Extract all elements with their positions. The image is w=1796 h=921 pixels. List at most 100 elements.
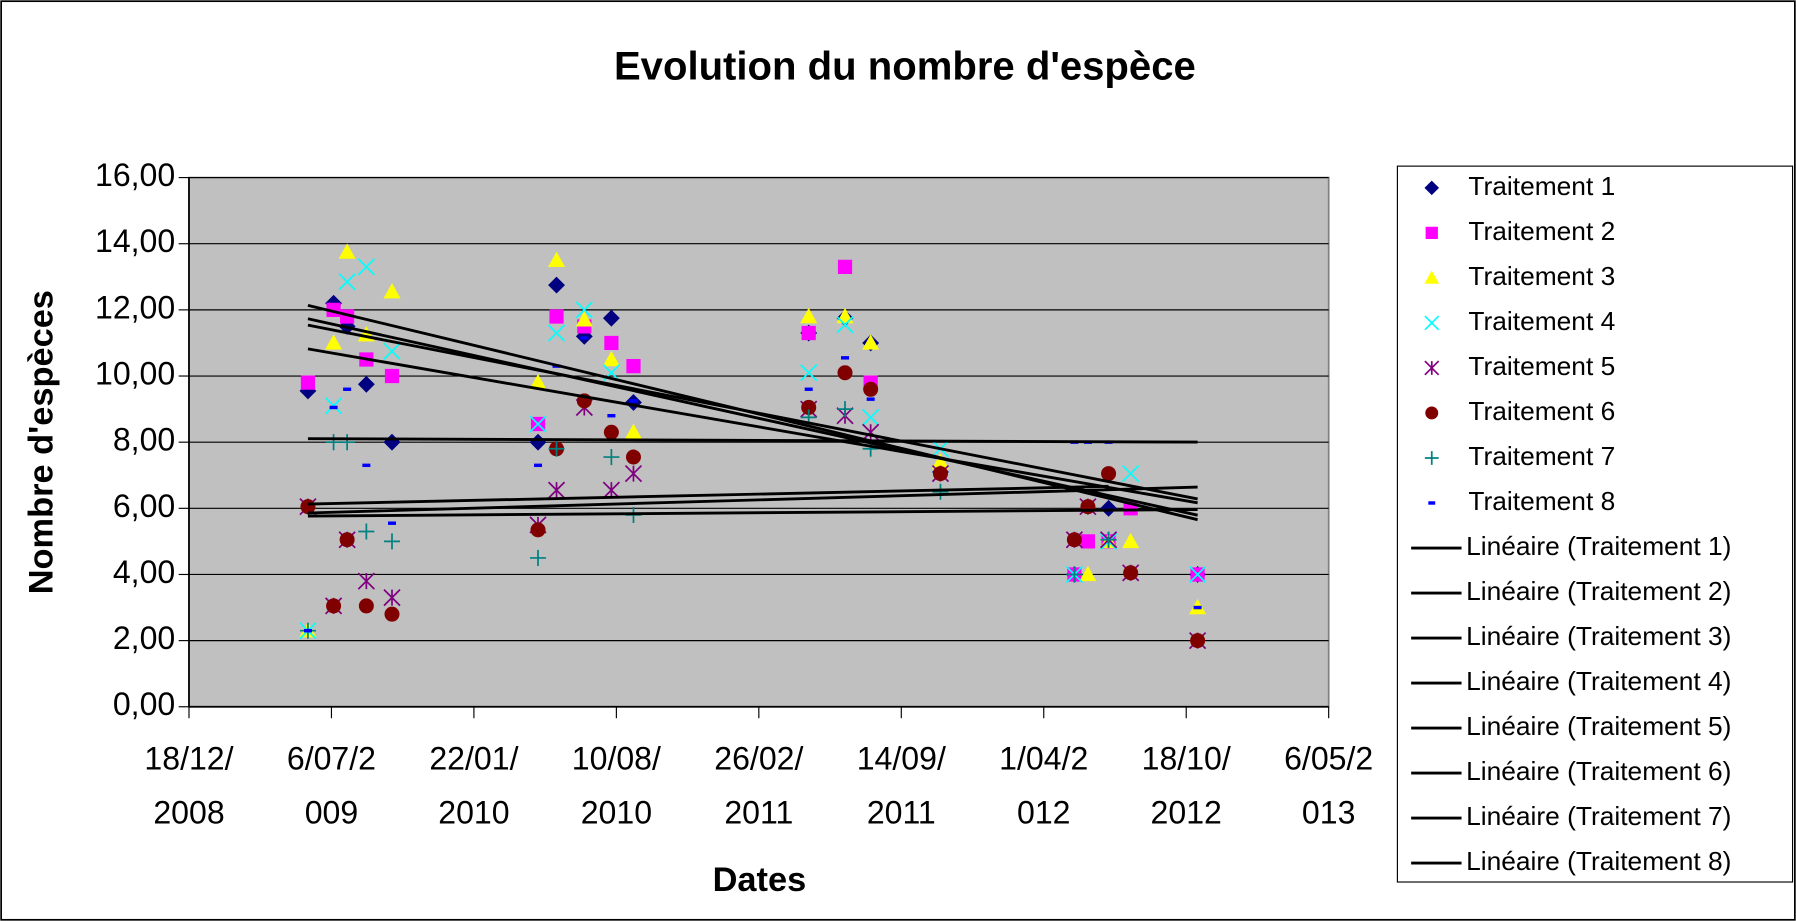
- y-tick-label: 2,00: [113, 620, 175, 656]
- data-point: [801, 325, 816, 341]
- data-point: [862, 408, 880, 426]
- data-point: [383, 342, 401, 360]
- data-point: [548, 251, 566, 267]
- data-point: [800, 307, 818, 324]
- data-point: [339, 434, 356, 451]
- legend-label: Traitement 6: [1468, 396, 1615, 426]
- legend-label: Linéaire (Traitement 7): [1466, 801, 1731, 831]
- legend-label: Linéaire (Traitement 4): [1466, 666, 1731, 696]
- data-point: [1066, 532, 1082, 548]
- data-point: [357, 258, 375, 276]
- data-point: [602, 309, 620, 327]
- data-point: [603, 449, 620, 466]
- x-tick-label: 18/12/2008: [144, 741, 233, 831]
- legend-label: Linéaire (Traitement 3): [1466, 621, 1731, 651]
- data-point: [1123, 565, 1139, 581]
- y-tick-label: 6,00: [113, 488, 175, 524]
- legend-marker: [1424, 451, 1439, 465]
- y-tick-label: 8,00: [113, 422, 175, 458]
- y-tick-label: 0,00: [113, 686, 175, 722]
- data-point: [837, 365, 853, 381]
- data-point: [602, 350, 620, 367]
- data-point: [338, 273, 356, 291]
- legend-label: Traitement 1: [1468, 171, 1615, 201]
- data-point: [549, 309, 564, 324]
- y-tick-label: 12,00: [95, 289, 175, 325]
- x-tick-label: 22/01/2010: [429, 741, 518, 831]
- legend-marker: [1425, 406, 1439, 420]
- data-point: [1122, 532, 1140, 549]
- data-point: [326, 598, 342, 614]
- x-tick-label: 18/10/2012: [1142, 741, 1231, 831]
- trendline: [307, 485, 1198, 515]
- data-point: [862, 334, 880, 350]
- legend-label: Traitement 5: [1468, 351, 1615, 381]
- legend-label: Traitement 8: [1468, 486, 1615, 516]
- data-point: [604, 335, 619, 351]
- data-point: [547, 481, 566, 499]
- data-point: [575, 301, 593, 319]
- data-point: [384, 606, 400, 622]
- trendline: [307, 437, 1198, 444]
- data-point: [1101, 466, 1117, 482]
- y-axis-title: Nombre d'espèces: [23, 290, 61, 594]
- x-tick-label: 6/07/2 009: [287, 741, 376, 831]
- data-point: [358, 523, 375, 540]
- x-tick-label: 1/04/2 012: [999, 741, 1088, 831]
- x-axis-title: Dates: [713, 861, 807, 899]
- data-point: [836, 307, 854, 324]
- trendline: [307, 303, 1198, 522]
- data-point: [1066, 566, 1083, 583]
- data-point: [863, 381, 879, 397]
- data-point: [384, 368, 400, 384]
- data-point: [603, 424, 619, 440]
- legend-label: Traitement 4: [1468, 306, 1615, 336]
- legend-label: Linéaire (Traitement 1): [1466, 531, 1731, 561]
- data-point: [547, 324, 566, 342]
- data-point: [300, 375, 316, 390]
- y-tick-label: 10,00: [95, 355, 175, 391]
- data-point: [530, 549, 547, 566]
- data-point: [837, 259, 853, 274]
- data-point: [1079, 565, 1097, 582]
- x-tick-label: 6/05/2 013: [1284, 741, 1373, 831]
- legend: [1396, 165, 1794, 883]
- data-point: [383, 533, 401, 550]
- trendline: [307, 484, 1109, 506]
- data-point: [1100, 499, 1117, 517]
- data-point: [383, 283, 401, 299]
- data-point: [800, 364, 818, 382]
- data-point: [529, 415, 547, 433]
- data-point: [357, 572, 375, 590]
- legend-marker: [1424, 315, 1440, 331]
- x-tick-label: 26/02/2011: [714, 741, 803, 831]
- y-tick-label: 16,00: [95, 157, 175, 193]
- legend-marker: [1425, 226, 1438, 240]
- data-point: [932, 466, 948, 482]
- data-point: [1190, 633, 1206, 649]
- data-point: [548, 440, 565, 457]
- legend-label: Linéaire (Traitement 2): [1466, 576, 1731, 606]
- legend-label: Linéaire (Traitement 8): [1466, 846, 1731, 876]
- legend-label: Traitement 2: [1468, 216, 1615, 246]
- data-point: [1080, 534, 1096, 549]
- data-point: [836, 316, 854, 334]
- legend-marker: [1424, 360, 1440, 376]
- data-point: [530, 522, 546, 538]
- trendline: [307, 317, 1198, 517]
- legend-label: Traitement 3: [1468, 261, 1615, 291]
- y-tick-label: 4,00: [113, 554, 175, 590]
- data-point: [358, 598, 374, 614]
- legend-label: Traitement 7: [1468, 441, 1615, 471]
- legend-label: Linéaire (Traitement 6): [1466, 756, 1731, 786]
- data-point: [626, 359, 641, 374]
- data-point: [1100, 531, 1117, 548]
- data-point: [325, 434, 342, 451]
- chart-title: Evolution du nombre d'espèce: [614, 44, 1196, 88]
- data-point: [837, 401, 854, 418]
- data-point: [575, 311, 593, 327]
- legend-marker: [1424, 180, 1440, 196]
- data-point: [624, 464, 643, 483]
- y-tick-label: 14,00: [95, 223, 175, 259]
